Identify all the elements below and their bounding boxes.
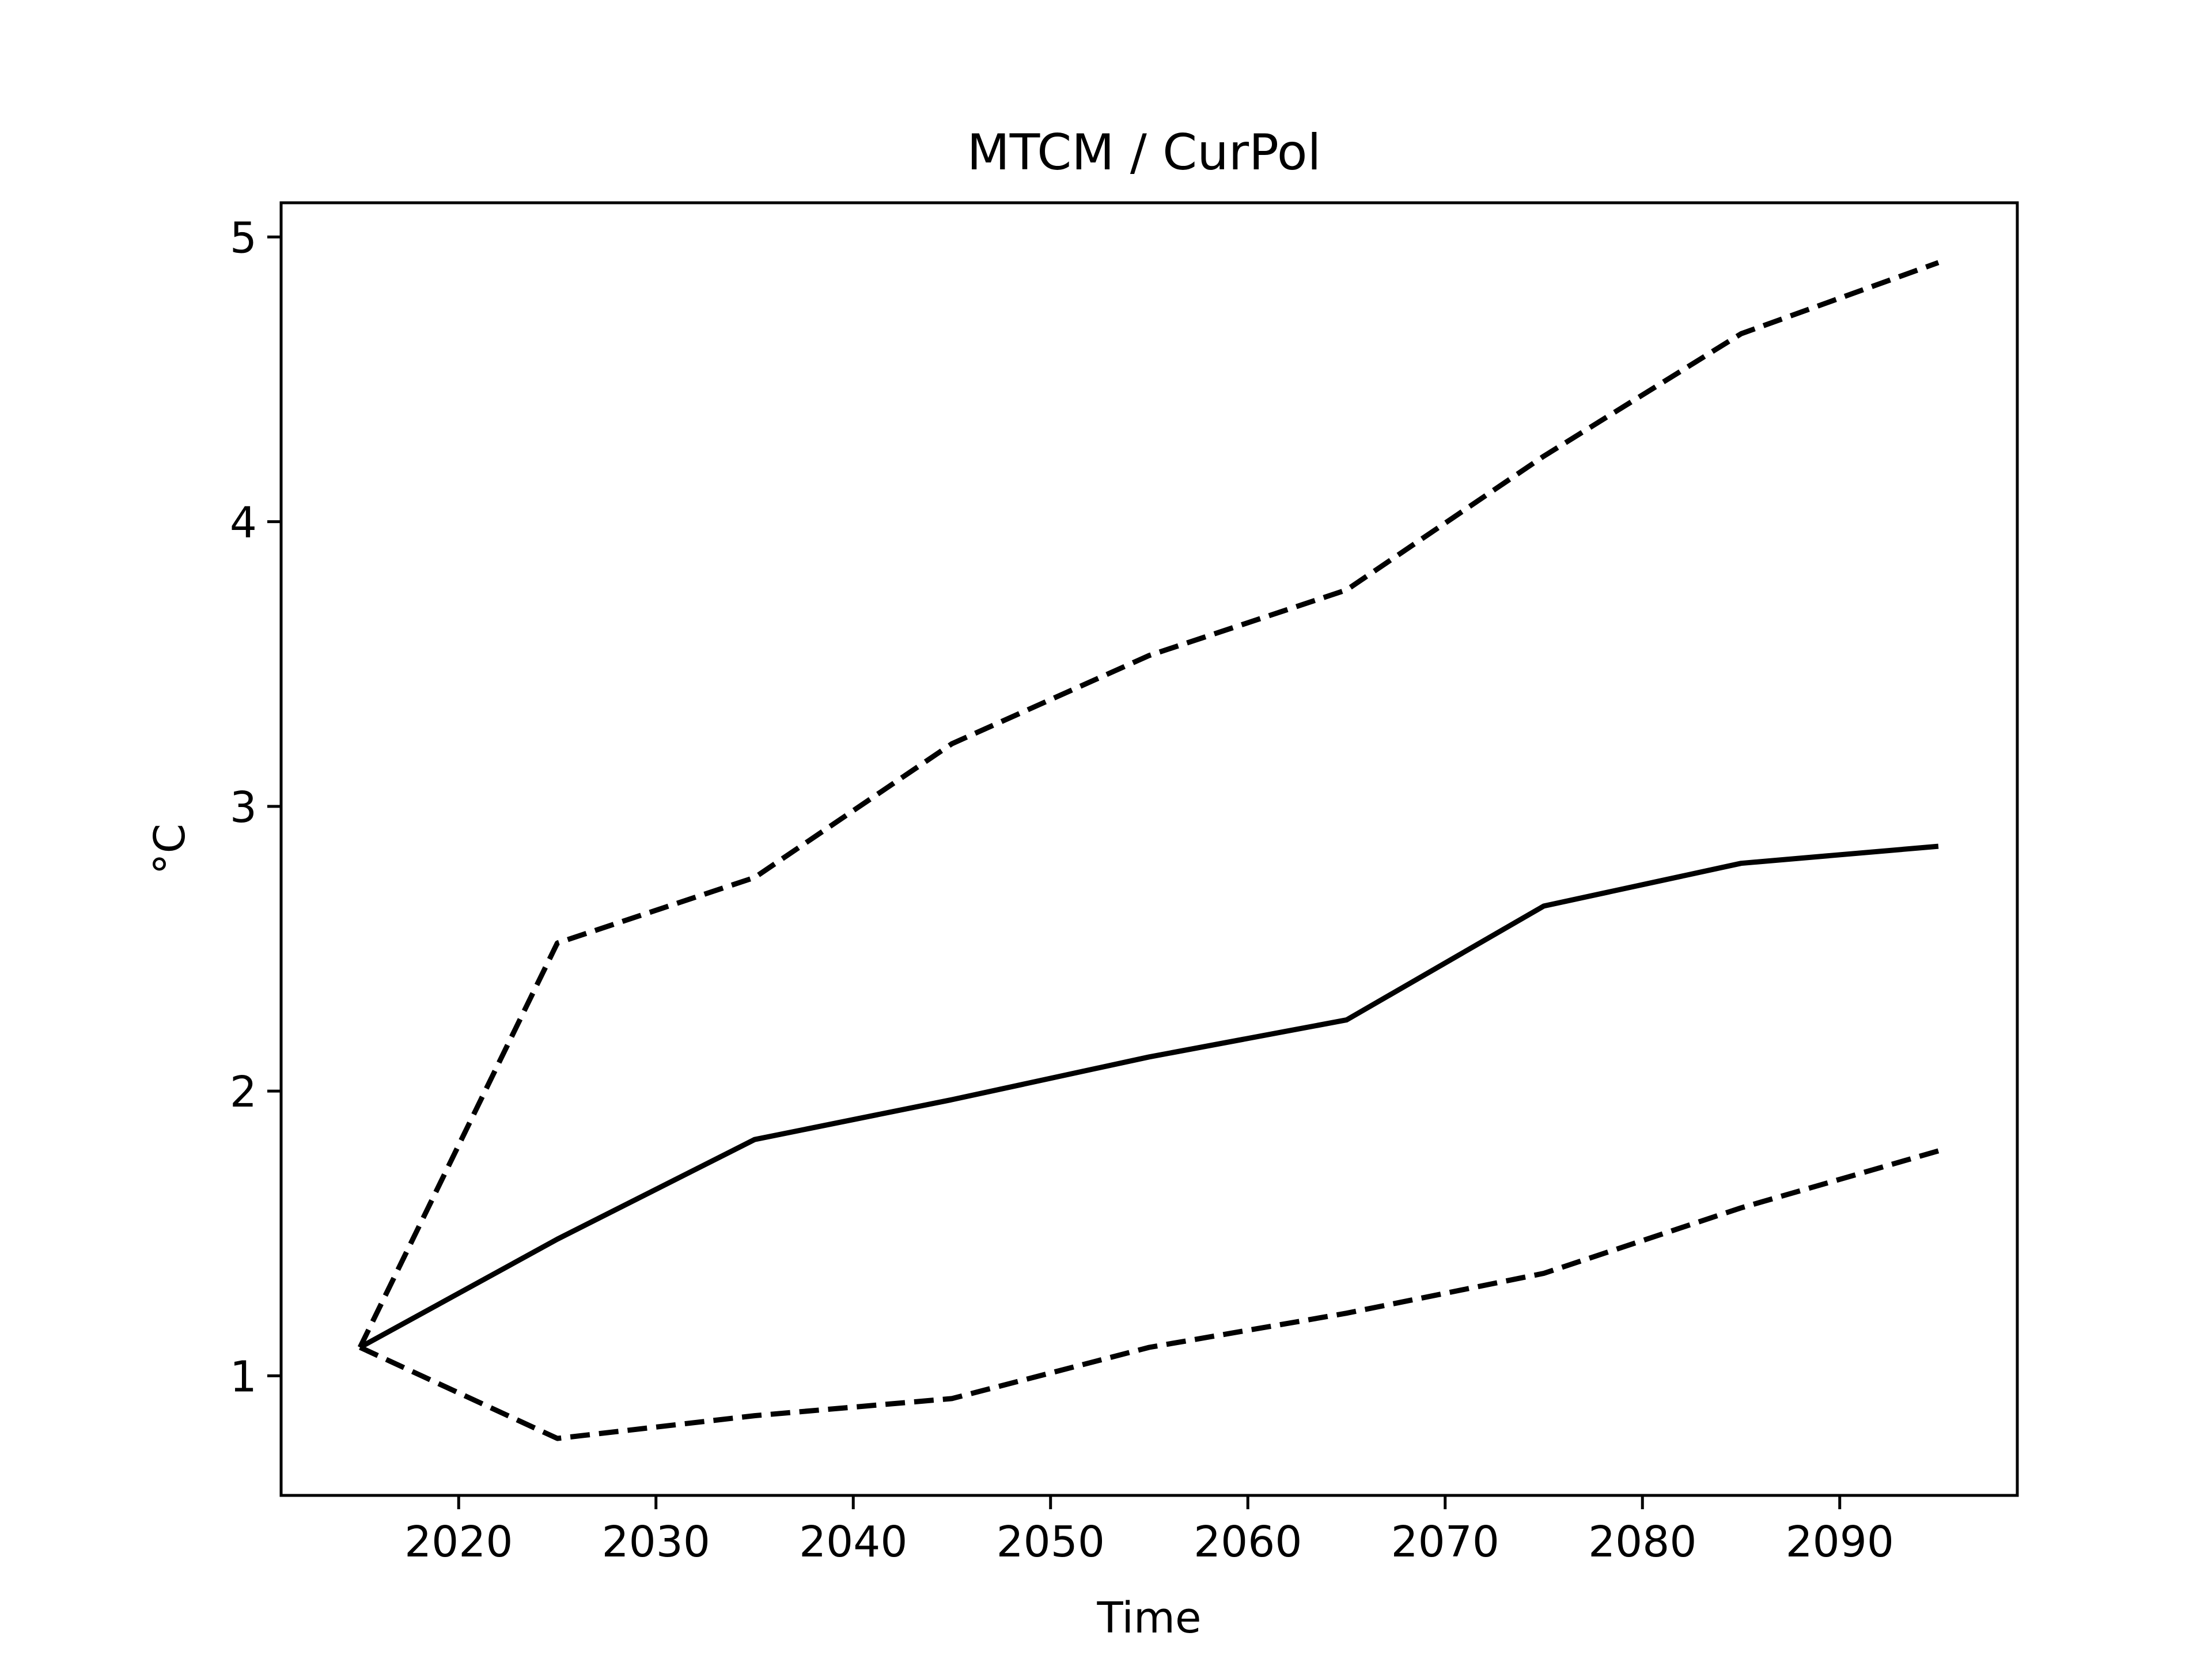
y-tick-label: 5 bbox=[230, 213, 257, 263]
x-tick-label: 2090 bbox=[1786, 1517, 1894, 1567]
series-line-3 bbox=[359, 1148, 1940, 1441]
series-line-2 bbox=[358, 843, 1939, 1350]
y-axis-label: °C bbox=[145, 824, 195, 875]
y-tick-label: 4 bbox=[230, 498, 257, 548]
x-tick-label: 2020 bbox=[404, 1517, 513, 1567]
x-axis: 2020 2030 2040 2050 2060 2070 2080 2090 bbox=[404, 1495, 1894, 1567]
x-tick-label: 2070 bbox=[1391, 1517, 1499, 1567]
y-tick-label: 1 bbox=[230, 1352, 257, 1402]
x-tick-label: 2030 bbox=[602, 1517, 710, 1567]
x-tick-label: 2050 bbox=[997, 1517, 1105, 1567]
x-tick-label: 2040 bbox=[799, 1517, 907, 1567]
series-layer bbox=[357, 260, 1940, 1441]
y-axis: 1 2 3 4 5 bbox=[230, 213, 281, 1402]
x-axis-label: Time bbox=[1096, 1593, 1201, 1643]
plot-frame bbox=[279, 201, 2019, 1497]
chart-title: MTCM / CurPol bbox=[967, 124, 1321, 181]
x-tick-label: 2060 bbox=[1194, 1517, 1302, 1567]
y-tick-label: 3 bbox=[230, 783, 257, 832]
y-tick-label: 2 bbox=[230, 1067, 257, 1117]
series-line-1 bbox=[357, 260, 1940, 1349]
x-tick-label: 2080 bbox=[1588, 1517, 1696, 1567]
